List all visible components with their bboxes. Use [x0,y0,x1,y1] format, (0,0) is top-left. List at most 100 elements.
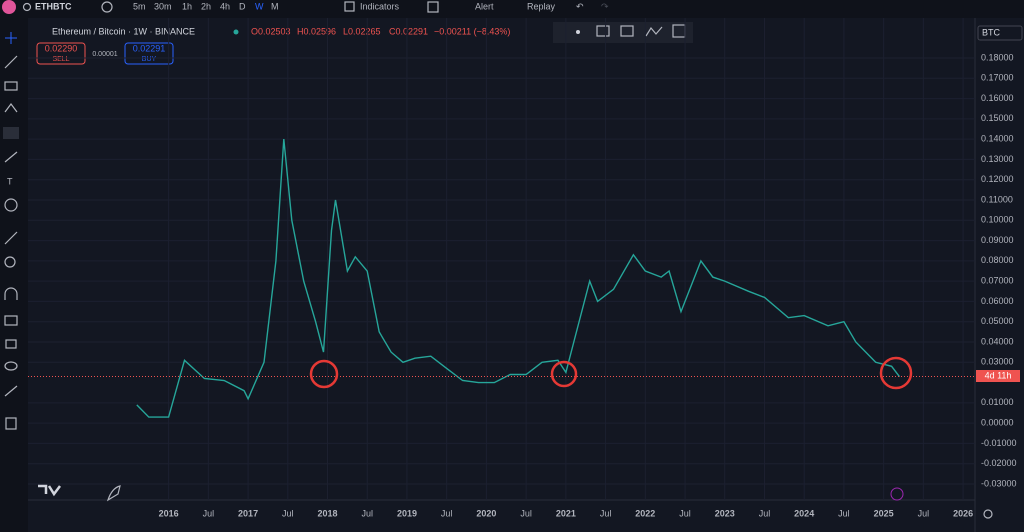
symbol[interactable]: ETHBTC [35,1,72,11]
search-icon [22,2,32,12]
y-tick-label: 0.07000 [981,276,1014,286]
news-icon[interactable] [890,487,904,501]
x-tick-label: Jul [282,508,294,518]
indicators-button[interactable]: Indicators [360,1,400,11]
x-tick-label: Jul [759,508,771,518]
currency: BTC [982,27,1001,37]
toolbar-line[interactable] [645,26,663,37]
x-tick-label: 2025 [874,508,894,518]
currency-box[interactable] [977,25,1023,41]
y-tick-label: 0.06000 [981,296,1014,306]
trend-line-tool[interactable] [4,55,18,69]
y-tick-label: 0.16000 [981,93,1014,103]
interval-button[interactable]: 30m [154,1,172,11]
replay-button[interactable]: Replay [527,1,556,11]
highlight-circle [309,359,339,389]
dino-icon [106,485,121,502]
delete-tool[interactable] [5,417,17,430]
x-tick-label: 2018 [317,508,337,518]
text-tool[interactable]: T [7,176,13,186]
y-tick-label: 0.11000 [981,194,1013,204]
x-tick-label: 2016 [159,508,179,518]
interval-button[interactable]: 1h [182,1,192,11]
x-tick-label: 2017 [238,508,258,518]
x-tick-label: 2020 [476,508,496,518]
interval-button[interactable]: 4h [220,1,230,11]
x-tick-label: Jul [203,508,215,518]
sell-price: 0.02290 [45,43,78,53]
x-tick-label: Jul [520,508,532,518]
sell-button[interactable] [36,42,86,65]
market-status [233,29,239,35]
y-tick-label: -0.01000 [981,438,1017,448]
sell-label: SELL [52,56,69,63]
interval-button[interactable]: D [239,1,246,11]
x-tick-label: 2019 [397,508,417,518]
toolbar-callout[interactable] [596,25,610,37]
x-tick-label: Jul [600,508,612,518]
y-tick-label: 0.12000 [981,174,1014,184]
countdown: 4d 11h [985,370,1012,380]
legend-close: C0.02291 [389,26,428,36]
undo-button[interactable]: ↶ [576,1,584,11]
stay-drawing-tool[interactable] [4,315,18,326]
spread: 0.00001 [92,51,117,58]
drawing-tools: T [3,32,19,430]
toolbar-bars[interactable] [620,25,634,37]
alert-button[interactable]: Alert [475,1,494,11]
y-tick-label: 0.18000 [981,52,1014,62]
pattern-tool[interactable] [4,103,18,113]
buy-price: 0.02291 [133,43,166,53]
buy-button[interactable] [124,42,174,65]
y-tick-label: 0.00000 [981,418,1014,428]
y-tick-label: 0.13000 [981,154,1014,164]
toolbar-dot[interactable] [576,30,580,34]
layout-icon[interactable] [427,1,439,13]
y-tick-label: 0.04000 [981,336,1014,346]
avatar[interactable] [2,0,16,14]
interval-button[interactable]: 2h [201,1,211,11]
settings-icon[interactable] [983,509,993,519]
compare-button[interactable] [101,1,113,13]
forecast-tool[interactable] [3,127,19,139]
magnet-tool[interactable] [4,287,18,300]
legend-low: L0.02265 [343,26,381,36]
emoji-tool[interactable] [4,198,18,212]
interval-button[interactable]: M [271,1,279,11]
y-tick-label: 0.09000 [981,235,1014,245]
y-tick-label: 0.14000 [981,134,1014,144]
legend-high: H0.02596 [297,26,336,36]
lock-tool[interactable] [5,339,17,349]
y-tick-label: 0.10000 [981,215,1014,225]
channel-tool[interactable] [4,81,18,91]
hide-tool[interactable] [4,361,18,371]
x-tick-label: 2022 [635,508,655,518]
link-tool[interactable] [4,385,18,397]
countdown-box [976,370,1020,382]
tradingview-logo [38,484,61,497]
legend-change: −0.00211 (−8.43%) [434,26,510,36]
x-tick-label: Jul [679,508,691,518]
indicators-icon [344,1,355,12]
left-toolbar [0,18,28,532]
x-tick-label: 2021 [556,508,576,518]
highlight-circle [879,356,913,390]
y-tick-label: 0.03000 [981,357,1014,367]
x-tick-label: 2023 [715,508,735,518]
buy-label: BUY [142,56,157,63]
floating-toolbar [553,22,693,43]
redo-button[interactable]: ↷ [601,1,609,11]
plot-area [28,18,975,500]
price-line [136,139,901,418]
ruler-tool[interactable] [4,231,18,245]
x-tick-label: Jul [838,508,850,518]
highlight-circle [550,360,578,388]
interval-button[interactable]: W [255,1,264,11]
brush-tool[interactable] [4,151,18,163]
interval-button[interactable]: 5m [133,1,146,11]
y-tick-label: 0.01000 [981,397,1014,407]
zoom-tool[interactable] [4,256,16,268]
